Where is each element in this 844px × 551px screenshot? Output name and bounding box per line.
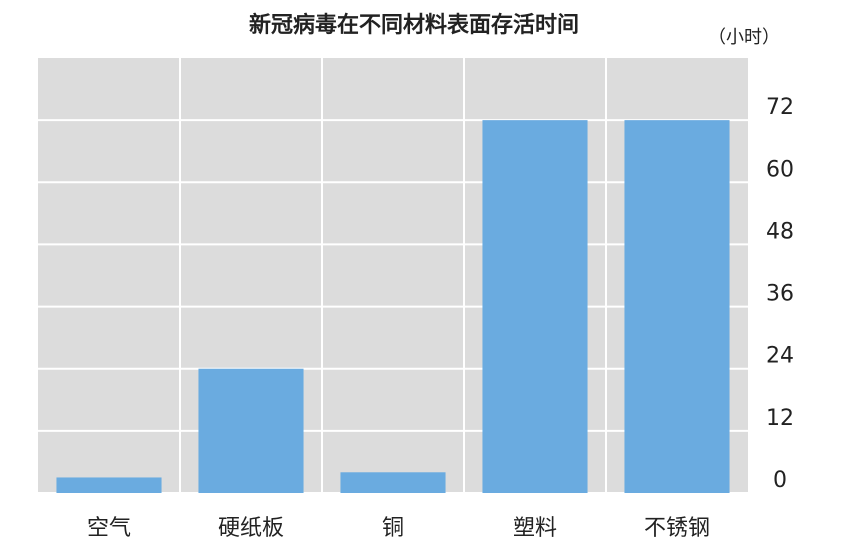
bar xyxy=(624,120,730,494)
y-tick-label: 12 xyxy=(766,406,794,431)
bar xyxy=(482,120,588,494)
y-tick-label: 0 xyxy=(773,468,787,493)
y-tick-label: 24 xyxy=(766,344,794,369)
x-tick-label: 硬纸板 xyxy=(218,516,284,541)
x-tick-label: 塑料 xyxy=(513,516,557,541)
y-tick-label: 36 xyxy=(766,282,794,307)
bar xyxy=(198,368,304,493)
x-tick-label: 空气 xyxy=(87,516,131,541)
bar xyxy=(56,477,162,493)
chart-title: 新冠病毒在不同材料表面存活时间 xyxy=(249,12,579,38)
unit-label: （小时） xyxy=(708,27,780,48)
y-tick-label: 48 xyxy=(766,219,794,244)
x-tick-label: 铜 xyxy=(382,516,404,541)
y-tick-label: 60 xyxy=(766,157,794,182)
y-tick-label: 72 xyxy=(766,95,794,120)
bar xyxy=(340,472,446,493)
x-tick-label: 不锈钢 xyxy=(644,516,710,541)
